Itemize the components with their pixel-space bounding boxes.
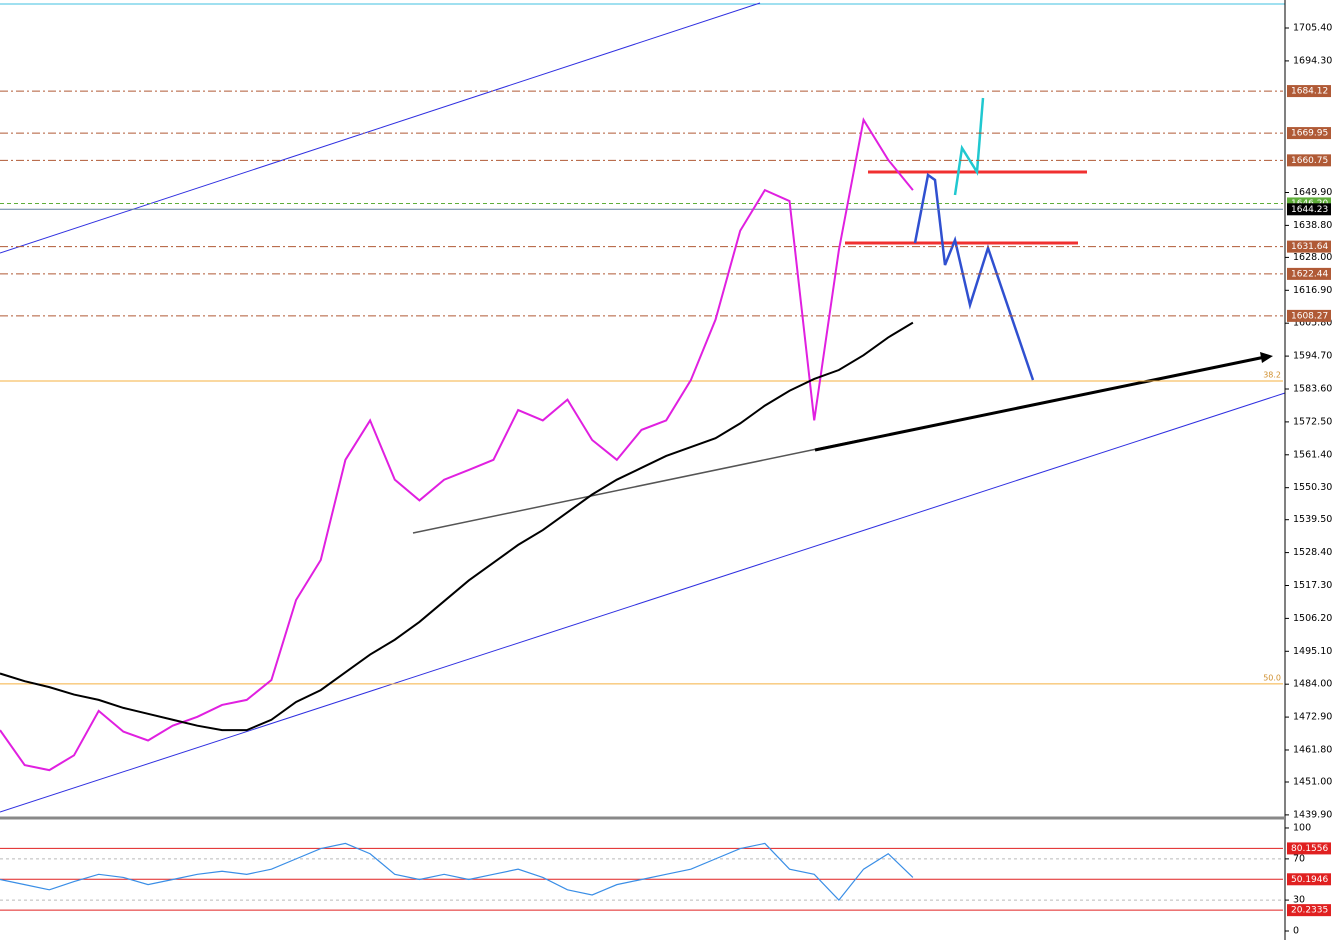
y-tick-label: 1561.40 <box>1293 449 1332 460</box>
trendline-bold <box>814 355 1266 452</box>
y-tick-label: 1517.30 <box>1293 580 1332 591</box>
level-tag <box>1287 904 1331 917</box>
fib-label: 50.0 <box>1263 673 1281 682</box>
y-tick-label: 1594.70 <box>1293 351 1332 362</box>
y-tick-label: 1705.40 <box>1293 23 1332 34</box>
level-label: 1622.44 <box>1291 269 1328 279</box>
y-tick-label: 1638.80 <box>1293 220 1332 231</box>
series-line <box>0 321 914 732</box>
level-tag <box>1287 873 1331 886</box>
level-label: 50.1946 <box>1291 875 1328 885</box>
level-tag <box>1287 203 1331 216</box>
level-label: 1631.64 <box>1291 242 1328 252</box>
fib-label: 38.2 <box>1263 370 1281 379</box>
y-tick-label: 1472.90 <box>1293 712 1332 723</box>
y-tick-label: 1616.90 <box>1293 285 1332 296</box>
y-tick-label: 1439.90 <box>1293 809 1332 820</box>
y-tick-label: 1451.00 <box>1293 776 1332 787</box>
level-tag <box>1287 240 1331 253</box>
y-tick-label: 0 <box>1293 925 1299 936</box>
level-tag <box>1287 127 1331 140</box>
level-tag <box>1287 85 1331 98</box>
y-tick-label: 1484.00 <box>1293 679 1332 690</box>
y-tick-label: 1572.50 <box>1293 416 1332 427</box>
y-tick-label: 1528.40 <box>1293 547 1332 558</box>
series-line <box>0 842 914 901</box>
y-tick-label: 1649.90 <box>1293 187 1332 198</box>
y-tick-label: 1495.10 <box>1293 646 1332 657</box>
level-tag <box>1287 842 1331 855</box>
series-line <box>0 117 914 772</box>
level-label: 20.2335 <box>1291 906 1328 916</box>
y-tick-label: 70 <box>1293 853 1305 864</box>
y-tick-label: 1605.80 <box>1293 318 1332 329</box>
level-tag <box>1287 154 1331 167</box>
channel-upper <box>0 2 761 254</box>
level-tag <box>1287 309 1331 322</box>
level-label: 1644.23 <box>1291 205 1328 215</box>
level-label: 1660.75 <box>1291 156 1328 166</box>
y-tick-label: 30 <box>1293 895 1305 906</box>
level-label: 1669.95 <box>1291 129 1328 139</box>
y-tick-label: 1694.30 <box>1293 55 1332 66</box>
y-tick-label: 1550.30 <box>1293 482 1332 493</box>
y-tick-label: 1628.00 <box>1293 252 1332 263</box>
projection-up <box>953 97 985 196</box>
level-label: 1608.27 <box>1291 311 1328 321</box>
y-tick-label: 1539.50 <box>1293 514 1332 525</box>
level-label: 80.1556 <box>1291 844 1328 854</box>
level-label: 1684.12 <box>1291 87 1328 97</box>
y-tick-label: 1461.80 <box>1293 744 1332 755</box>
trendline <box>412 439 861 534</box>
y-tick-label: 1583.60 <box>1293 383 1332 394</box>
arrow-head <box>1260 352 1273 363</box>
y-tick-label: 100 <box>1293 822 1311 833</box>
level-tag <box>1287 267 1331 280</box>
projection-down <box>913 172 1035 381</box>
channel-lower <box>0 392 1286 813</box>
y-tick-label: 1506.20 <box>1293 613 1332 624</box>
